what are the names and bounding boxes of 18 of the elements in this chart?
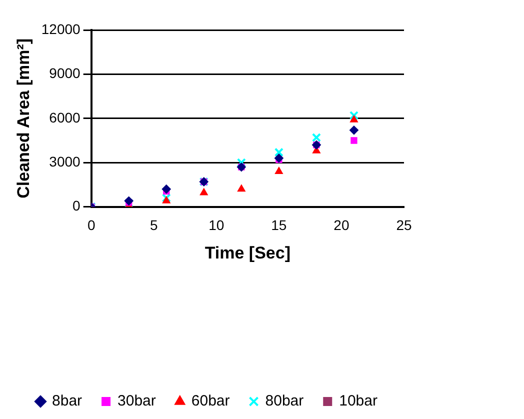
x-tick-label: 15 bbox=[271, 217, 287, 234]
x-tick-label: 20 bbox=[334, 217, 350, 234]
x-tick-label: 0 bbox=[87, 217, 96, 234]
y-tick-label: 9000 bbox=[49, 65, 81, 82]
legend-label: 60bar bbox=[191, 392, 230, 410]
legend-label: 8bar bbox=[52, 392, 82, 410]
y-tick-label: 3000 bbox=[49, 153, 81, 170]
y-axis-title: Cleaned Area [mm²] bbox=[14, 38, 33, 198]
y-tick-label: 0 bbox=[72, 198, 81, 214]
x-axis-title: Time [Sec] bbox=[204, 243, 290, 262]
y-tick-label: 6000 bbox=[49, 109, 81, 126]
legend-label: 10bar bbox=[339, 392, 378, 410]
legend-label: 80bar bbox=[265, 392, 304, 410]
x-tick-label: 5 bbox=[150, 217, 158, 234]
x-tick-label: 25 bbox=[396, 217, 412, 234]
x-tick-label: 10 bbox=[208, 217, 224, 234]
legend-label: 30bar bbox=[118, 392, 156, 410]
y-tick-label: 12000 bbox=[41, 20, 81, 37]
